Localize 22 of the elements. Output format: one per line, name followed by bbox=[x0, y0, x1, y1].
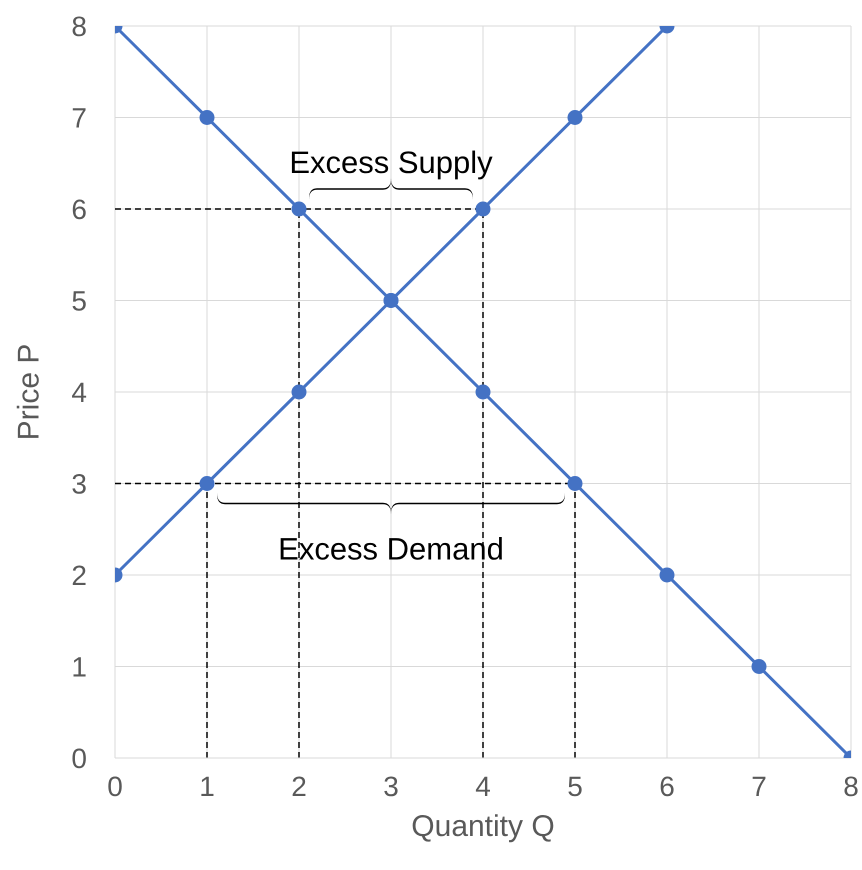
y-tick-label: 0 bbox=[71, 742, 87, 774]
y-tick-label: 4 bbox=[71, 376, 87, 408]
x-tick-label: 8 bbox=[843, 770, 859, 802]
y-axis-title: Price P bbox=[12, 344, 46, 440]
y-tick-label: 3 bbox=[71, 468, 87, 500]
x-tick-label: 6 bbox=[659, 770, 675, 802]
y-tick-label: 8 bbox=[71, 10, 87, 42]
y-tick-label: 7 bbox=[71, 102, 87, 134]
y-tick-label: 5 bbox=[71, 285, 87, 316]
x-tick-label: 5 bbox=[567, 770, 583, 802]
x-tick-label: 2 bbox=[291, 770, 307, 802]
x-tick-label: 3 bbox=[383, 770, 399, 802]
annotation: Excess Demand bbox=[278, 532, 504, 566]
y-tick-label: 6 bbox=[71, 194, 87, 225]
x-tick-label: 4 bbox=[475, 770, 491, 802]
x-tick-label: 1 bbox=[199, 770, 215, 802]
x-axis-title: Quantity Q bbox=[411, 810, 555, 843]
x-tick-label: 7 bbox=[751, 770, 767, 802]
y-tick-label: 1 bbox=[71, 651, 87, 682]
annotation: Excess Supply bbox=[289, 145, 494, 180]
x-tick-label: 0 bbox=[107, 770, 123, 802]
y-tick-label: 2 bbox=[71, 560, 87, 591]
